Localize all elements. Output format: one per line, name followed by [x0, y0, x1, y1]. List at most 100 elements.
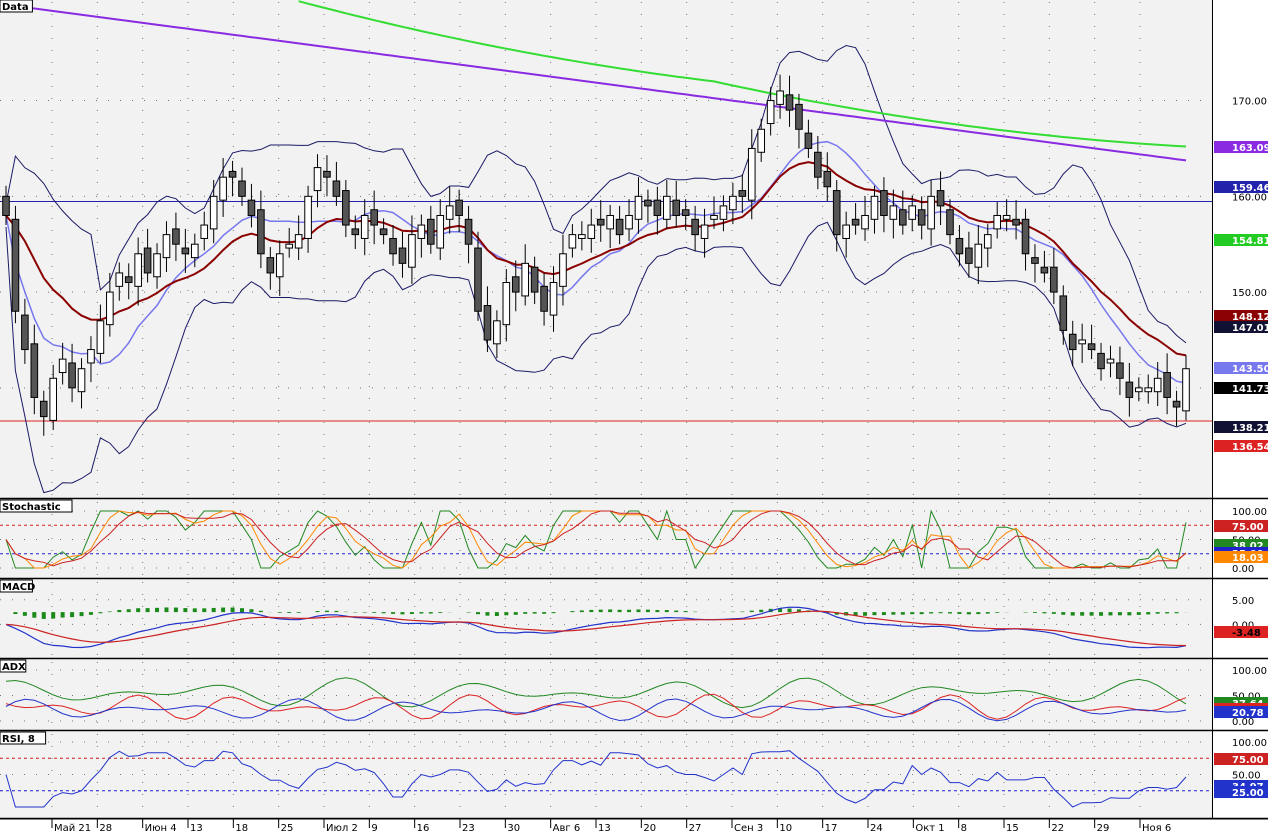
candle	[275, 253, 284, 278]
candle	[379, 228, 388, 236]
candle	[455, 199, 463, 216]
ma-darkred	[5, 161, 1187, 357]
candle	[870, 195, 879, 220]
value-badge-label: 38.02	[1232, 541, 1264, 552]
x-tick-label: 22	[1051, 823, 1064, 834]
value-badge	[1214, 786, 1268, 798]
candle	[342, 190, 350, 226]
candle	[634, 195, 643, 220]
candle	[615, 218, 624, 236]
candle	[861, 214, 869, 230]
value-badge-label: -3.48	[1232, 628, 1261, 639]
tick-label: 100.00	[1232, 507, 1267, 518]
candle	[880, 190, 888, 216]
value-badge-label: 154.81	[1232, 236, 1268, 247]
candle	[474, 247, 482, 312]
price-tick-label: 170.00	[1232, 97, 1267, 108]
candle	[549, 282, 558, 316]
candle	[1078, 339, 1086, 345]
tick-label: 100.00	[1232, 738, 1267, 749]
x-tick-label: 27	[689, 823, 702, 834]
x-tick-label: 25	[281, 823, 294, 834]
candle	[228, 170, 237, 178]
candle	[172, 228, 180, 245]
panel-title-box	[0, 579, 33, 593]
candle	[842, 224, 850, 239]
candle	[587, 224, 596, 239]
candle	[1134, 387, 1143, 393]
candle	[710, 214, 718, 220]
value-badge-label: 159.46	[1232, 183, 1268, 194]
candle	[1153, 377, 1162, 393]
candle	[738, 190, 747, 197]
panel-title: ADX	[2, 662, 26, 673]
value-badge	[1214, 520, 1268, 532]
candle	[625, 214, 633, 230]
candle	[596, 218, 605, 226]
content-layer	[0, 0, 1212, 808]
x-tick-label: Июл 2	[326, 823, 358, 834]
candle	[672, 199, 681, 216]
candle	[700, 224, 709, 239]
stoch-signal	[5, 510, 1187, 569]
candle	[917, 209, 926, 226]
value-badge	[1214, 753, 1268, 765]
candle	[729, 195, 737, 211]
candle	[408, 234, 416, 268]
panel-title: RSI, 8	[2, 734, 35, 745]
candle	[87, 349, 95, 364]
x-tick-label: 20	[643, 823, 656, 834]
x-tick-label: Май 21	[54, 823, 91, 834]
candle	[795, 103, 803, 130]
candle	[1182, 368, 1190, 412]
value-badge-label: 75.00	[1232, 755, 1264, 766]
candle	[936, 190, 945, 207]
candle	[106, 291, 114, 326]
panel-bg	[0, 732, 1212, 818]
candle	[445, 205, 454, 220]
candle	[766, 100, 775, 125]
macd-signal	[5, 610, 1186, 647]
candle	[58, 358, 67, 374]
x-tick-label: Авг 6	[553, 823, 581, 834]
candle	[200, 224, 209, 239]
tick-label: 5.00	[1232, 596, 1254, 607]
candle	[983, 234, 992, 249]
bollinger-middle	[5, 140, 1187, 384]
value-badge	[1214, 440, 1268, 452]
value-badge-label: 163.09	[1232, 143, 1268, 154]
candle	[578, 234, 586, 239]
panel-title: MACD	[2, 582, 35, 593]
candle	[889, 205, 898, 220]
panel-title-box	[0, 731, 47, 745]
candle	[993, 214, 1002, 230]
candle	[304, 195, 312, 239]
candle	[238, 180, 246, 197]
candle	[49, 377, 58, 421]
candle	[124, 276, 133, 284]
candle	[1172, 400, 1181, 408]
candle	[644, 199, 652, 207]
candle	[1106, 358, 1115, 364]
candle	[190, 243, 199, 259]
value-badge-label: 148.12	[1232, 312, 1268, 323]
candle	[662, 195, 671, 220]
candle	[719, 205, 728, 220]
rsi-line	[5, 750, 1187, 808]
candle	[115, 272, 124, 287]
ma-green	[298, 0, 1187, 148]
candle	[1087, 343, 1096, 351]
candle	[389, 237, 397, 255]
candle	[804, 132, 813, 149]
candle	[162, 234, 171, 259]
candle	[209, 195, 218, 230]
candle	[323, 170, 331, 178]
candle	[823, 170, 832, 188]
candle	[257, 209, 265, 255]
x-tick-label: 8	[961, 823, 967, 834]
candle	[927, 195, 935, 230]
candle	[1059, 295, 1068, 331]
